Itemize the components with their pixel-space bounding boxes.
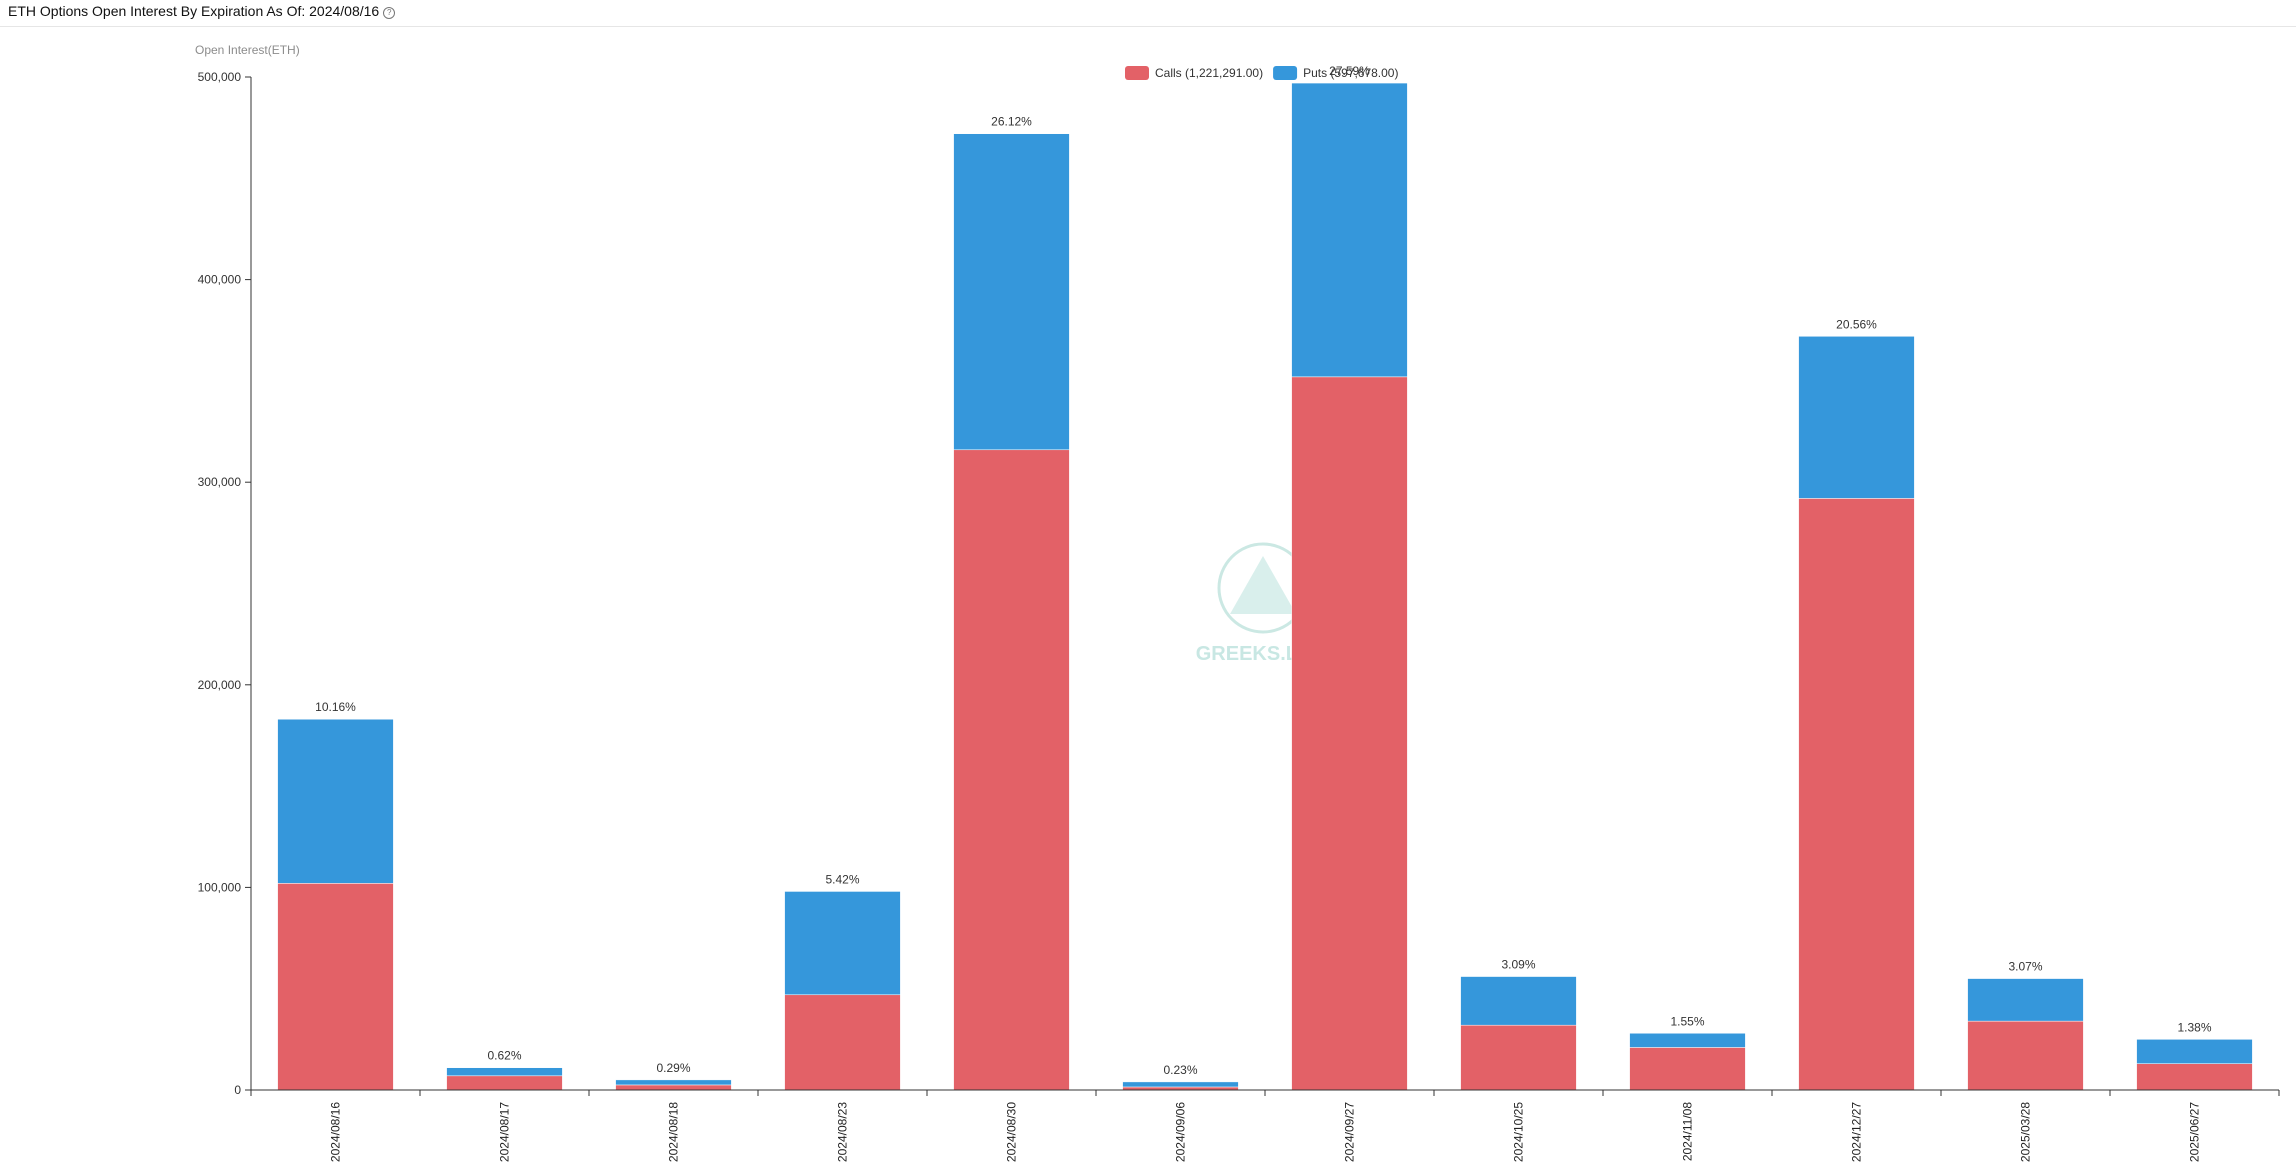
bar-calls-2024-08-17[interactable] xyxy=(446,1075,563,1091)
x-tick-label: 2024/09/27 xyxy=(1343,1102,1357,1162)
x-tick-label: 2024/08/18 xyxy=(667,1102,681,1162)
bar-puts-2024-08-17[interactable] xyxy=(446,1067,563,1077)
bar-calls-2024-09-27[interactable] xyxy=(1291,376,1408,1091)
bar-puts-2024-09-06[interactable] xyxy=(1122,1081,1239,1088)
y-tick-label: 500,000 xyxy=(198,70,242,84)
bar-puts-2024-12-27[interactable] xyxy=(1798,336,1915,499)
percent-label: 27.59% xyxy=(1329,64,1370,78)
legend-label-puts: Puts (597,678.00) xyxy=(1303,66,1398,80)
y-tick-label: 200,000 xyxy=(198,678,242,692)
x-tick-label: 2024/08/23 xyxy=(836,1102,850,1162)
x-tick-label: 2024/08/30 xyxy=(1005,1102,1019,1162)
bar-puts-2024-08-23[interactable] xyxy=(784,891,901,996)
bars: 10.16% 0.62% 0.29% 5.42% 26.12% 0.23% 27.59% 3.… xyxy=(277,64,2253,1091)
percent-label: 1.38% xyxy=(2177,1020,2211,1034)
percent-label: 10.16% xyxy=(315,700,356,714)
bar-calls-2024-08-23[interactable] xyxy=(784,994,901,1091)
bar-calls-2025-06-27[interactable] xyxy=(2136,1063,2253,1091)
bar-puts-2025-03-28[interactable] xyxy=(1967,978,2084,1022)
page-title: ETH Options Open Interest By Expiration … xyxy=(8,3,396,19)
y-tick-label: 300,000 xyxy=(198,475,242,489)
bar-calls-2024-08-30[interactable] xyxy=(953,449,1070,1091)
legend[interactable]: Calls (1,221,291.00) Puts (597,678.00) xyxy=(1125,66,1398,80)
x-axis: 2024/08/16 2024/08/17 2024/08/18 2024/08/23… xyxy=(250,1089,2280,1162)
x-tick-label: 2024/11/08 xyxy=(1681,1102,1695,1161)
x-tick-label: 2024/12/27 xyxy=(1850,1102,1864,1162)
percent-label: 5.42% xyxy=(825,872,859,886)
percent-label: 0.29% xyxy=(656,1061,690,1075)
bar-puts-2024-09-27[interactable] xyxy=(1291,82,1408,378)
y-axis-label: Open Interest(ETH) xyxy=(195,43,300,57)
percent-label: 3.07% xyxy=(2008,960,2042,974)
y-tick-label: 400,000 xyxy=(198,273,242,287)
x-tick-label: 2024/08/16 xyxy=(329,1102,343,1162)
bar-calls-2024-12-27[interactable] xyxy=(1798,498,1915,1091)
help-icon[interactable]: ? xyxy=(383,7,396,19)
chart-header: ETH Options Open Interest By Expiration … xyxy=(0,0,2296,27)
percent-label: 0.62% xyxy=(487,1049,521,1063)
watermark-triangle xyxy=(1230,556,1296,614)
percent-label: 1.55% xyxy=(1670,1014,1704,1028)
x-tick-label: 2025/06/27 xyxy=(2188,1102,2202,1162)
bar-calls-2025-03-28[interactable] xyxy=(1967,1020,2084,1091)
bar-puts-2024-08-30[interactable] xyxy=(953,133,1070,451)
x-tick-label: 2024/08/17 xyxy=(498,1102,512,1162)
y-tick-label: 0 xyxy=(234,1083,241,1097)
percent-label: 3.09% xyxy=(1501,958,1535,972)
legend-label-calls: Calls (1,221,291.00) xyxy=(1155,66,1263,80)
bar-puts-2024-11-08[interactable] xyxy=(1629,1033,1746,1048)
y-tick-label: 100,000 xyxy=(198,880,242,894)
x-tick-label: 2024/10/25 xyxy=(1512,1102,1526,1162)
bar-puts-2024-08-18[interactable] xyxy=(615,1079,732,1086)
percent-label: 26.12% xyxy=(991,115,1032,129)
y-axis: 0 100,000 200,000 300,000 400,000 500,000 xyxy=(198,70,252,1097)
legend-swatch-calls xyxy=(1125,66,1149,80)
legend-item-puts[interactable]: Puts (597,678.00) xyxy=(1273,66,1398,80)
bar-puts-2025-06-27[interactable] xyxy=(2136,1039,2253,1064)
bar-puts-2024-08-16[interactable] xyxy=(277,718,394,884)
percent-label: 20.56% xyxy=(1836,317,1877,331)
bar-calls-2024-10-25[interactable] xyxy=(1460,1024,1577,1091)
legend-item-calls[interactable]: Calls (1,221,291.00) xyxy=(1125,66,1263,80)
legend-swatch-puts xyxy=(1273,66,1298,80)
bar-calls-2024-08-16[interactable] xyxy=(277,883,394,1091)
percent-label: 0.23% xyxy=(1163,1063,1197,1077)
bar-calls-2024-08-18[interactable] xyxy=(615,1084,732,1091)
bar-puts-2024-10-25[interactable] xyxy=(1460,976,1577,1026)
x-tick-label: 2025/03/28 xyxy=(2019,1102,2033,1162)
bar-calls-2024-11-08[interactable] xyxy=(1629,1047,1746,1091)
x-tick-label: 2024/09/06 xyxy=(1174,1102,1188,1162)
